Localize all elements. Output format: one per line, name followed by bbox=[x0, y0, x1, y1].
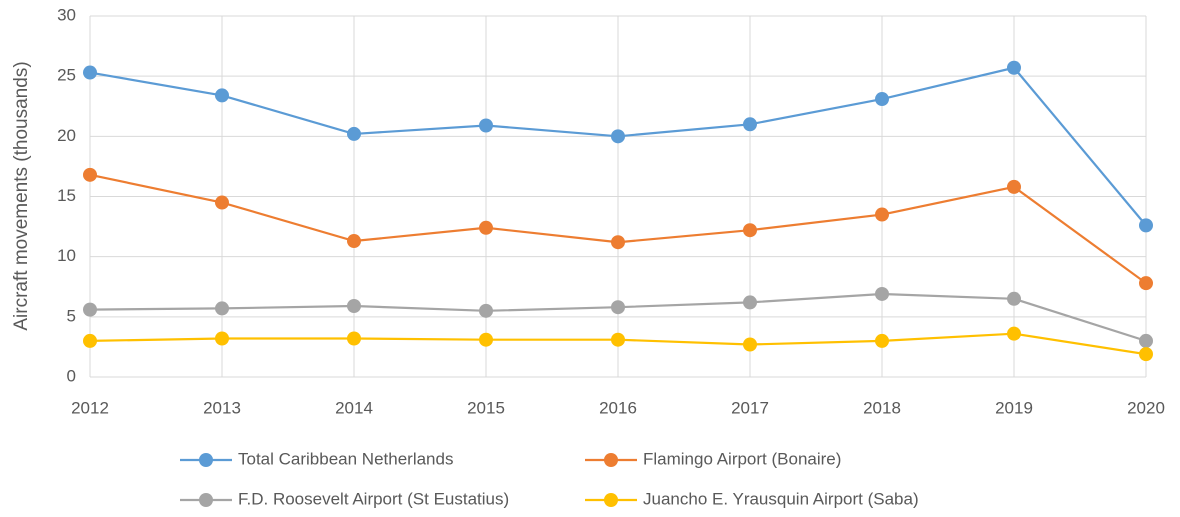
x-tick-label: 2014 bbox=[335, 398, 373, 417]
legend-marker bbox=[604, 453, 618, 467]
data-point bbox=[215, 301, 229, 316]
y-tick-label: 30 bbox=[57, 5, 76, 24]
data-point bbox=[875, 286, 889, 301]
data-point bbox=[743, 337, 757, 352]
data-point bbox=[1007, 179, 1021, 194]
data-point bbox=[1007, 326, 1021, 341]
y-tick-label: 5 bbox=[67, 306, 76, 325]
data-point bbox=[1139, 218, 1153, 233]
data-point bbox=[215, 331, 229, 346]
x-tick-label: 2012 bbox=[71, 398, 109, 417]
data-point bbox=[1007, 291, 1021, 306]
data-point bbox=[347, 126, 361, 141]
legend-label: Juancho E. Yrausquin Airport (Saba) bbox=[643, 489, 919, 508]
data-point bbox=[1007, 60, 1021, 75]
data-point bbox=[479, 118, 493, 133]
legend-marker bbox=[199, 493, 213, 507]
x-tick-label: 2017 bbox=[731, 398, 769, 417]
data-point bbox=[347, 331, 361, 346]
data-point bbox=[743, 223, 757, 238]
data-point bbox=[215, 195, 229, 210]
x-tick-label: 2018 bbox=[863, 398, 901, 417]
x-tick-label: 2016 bbox=[599, 398, 637, 417]
data-point bbox=[347, 299, 361, 314]
y-tick-label: 25 bbox=[57, 66, 76, 85]
data-point bbox=[1139, 333, 1153, 348]
data-point bbox=[611, 235, 625, 250]
data-point bbox=[479, 303, 493, 318]
data-point bbox=[347, 234, 361, 249]
data-point bbox=[83, 333, 97, 348]
legend-label: Flamingo Airport (Bonaire) bbox=[643, 449, 841, 468]
legend-label: F.D. Roosevelt Airport (St Eustatius) bbox=[238, 489, 509, 508]
x-tick-label: 2013 bbox=[203, 398, 241, 417]
data-point bbox=[611, 332, 625, 347]
data-point bbox=[743, 117, 757, 132]
x-tick-label: 2019 bbox=[995, 398, 1033, 417]
data-point bbox=[875, 92, 889, 107]
data-point bbox=[479, 332, 493, 347]
data-point bbox=[1139, 276, 1153, 291]
x-tick-label: 2020 bbox=[1127, 398, 1165, 417]
data-point bbox=[215, 88, 229, 103]
legend-label: Total Caribbean Netherlands bbox=[238, 449, 453, 468]
y-tick-label: 15 bbox=[57, 186, 76, 205]
data-point bbox=[83, 167, 97, 182]
y-axis-label: Aircraft movements (thousands) bbox=[11, 61, 32, 330]
data-point bbox=[611, 300, 625, 315]
legend-marker bbox=[199, 453, 213, 467]
y-tick-label: 20 bbox=[57, 126, 76, 145]
data-point bbox=[611, 129, 625, 144]
data-point bbox=[83, 302, 97, 317]
data-point bbox=[743, 295, 757, 310]
y-tick-label: 10 bbox=[57, 246, 76, 265]
legend-marker bbox=[604, 493, 618, 507]
x-tick-label: 2015 bbox=[467, 398, 505, 417]
data-point bbox=[479, 220, 493, 235]
data-point bbox=[875, 207, 889, 222]
data-point bbox=[875, 333, 889, 348]
data-point bbox=[83, 65, 97, 80]
data-point bbox=[1139, 347, 1153, 362]
y-tick-label: 0 bbox=[67, 366, 76, 385]
